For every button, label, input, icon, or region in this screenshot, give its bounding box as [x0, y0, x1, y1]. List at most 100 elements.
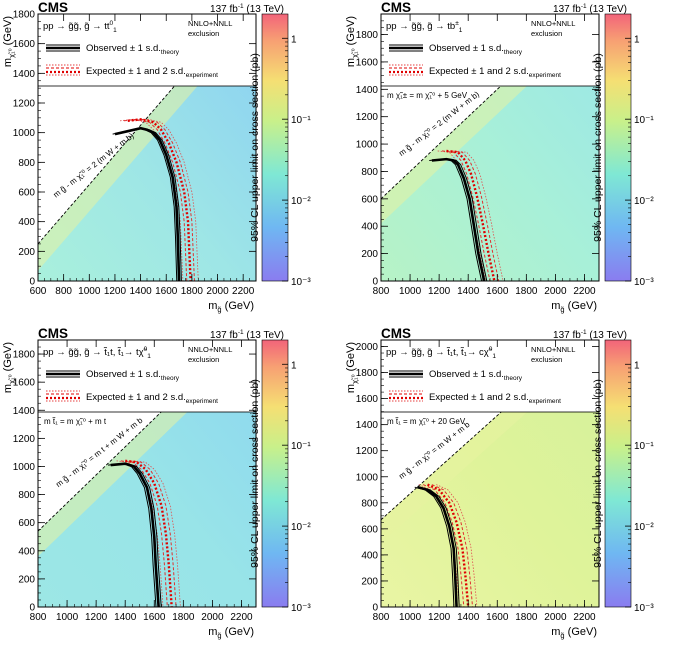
z-tick-label: 10⁻³ — [634, 277, 654, 288]
y-tick-label: 800 — [361, 167, 378, 178]
y-tick-label: 1600 — [13, 378, 36, 389]
y-axis-label: mχ̃₁⁰ (GeV) — [345, 342, 359, 393]
experiment-label: CMS — [381, 326, 411, 341]
extra-mass-label: m t̃₁ = m χ̃₁⁰ + 20 GeV — [387, 417, 466, 426]
x-tick-label: 2200 — [232, 286, 255, 297]
panel-4: pp → g̃g̃, g̃ → t̃₁t, t̃₁→ cχ̃01 NNLO+NNL… — [345, 326, 654, 640]
z-tick-label: 1 — [634, 360, 640, 371]
x-tick-label: 1800 — [515, 612, 538, 623]
x-tick-label: 800 — [373, 286, 390, 297]
y-tick-label: 0 — [29, 277, 35, 288]
y-tick-label: 1400 — [356, 420, 379, 431]
xs-label-2: exclusion — [531, 29, 562, 38]
y-tick-label: 400 — [361, 222, 378, 233]
lumi-label: 137 fb-1 (13 TeV) — [210, 329, 284, 341]
y-tick-label: 0 — [372, 603, 378, 614]
expected-band-line-2 — [135, 118, 199, 281]
y-tick-label: 2000 — [356, 342, 379, 353]
expected-band-line-4 — [431, 484, 474, 607]
y-tick-label: 1200 — [356, 112, 379, 123]
observed-minus-line — [414, 486, 455, 607]
z-tick-label: 10⁻³ — [291, 277, 311, 288]
x-tick-label: 1600 — [486, 612, 509, 623]
process-label: pp → g̃g̃, g̃ → tt01 — [43, 20, 117, 34]
z-axis-label: 95% CL upper limit on cross section (pb) — [592, 53, 604, 242]
y-tick-label: 1000 — [13, 462, 36, 473]
x-tick-label: 1600 — [486, 286, 509, 297]
x-tick-label: 2200 — [573, 612, 596, 623]
x-tick-label: 800 — [55, 286, 72, 297]
expected-band-line-2 — [455, 150, 504, 281]
x-tick-label: 1400 — [114, 612, 137, 623]
xs-label-2: exclusion — [531, 355, 562, 364]
expected-limit-line — [125, 459, 173, 607]
expected-band-line-3 — [123, 118, 188, 281]
y-tick-label: 1400 — [13, 406, 36, 417]
z-tick-label: 10⁻¹ — [634, 115, 654, 126]
y-tick-label: 400 — [18, 217, 35, 228]
y-tick-label: 800 — [18, 490, 35, 501]
y-tick-label: 800 — [18, 158, 35, 169]
y-tick-label: 1000 — [356, 140, 379, 151]
expected-band-line-3 — [422, 484, 465, 607]
legend-expected-label: Expected ± 1 and 2 s.d.experiment — [86, 392, 218, 405]
expected-limit-line — [427, 483, 470, 607]
expected-band-line-2 — [133, 460, 181, 607]
expected-limit-line — [446, 149, 496, 281]
x-tick-label: 1000 — [78, 286, 101, 297]
xs-label-1: NNLO+NNLL — [531, 19, 575, 28]
x-tick-label: 1600 — [155, 286, 178, 297]
x-tick-label: 2000 — [201, 612, 224, 623]
xs-label-2: exclusion — [188, 355, 219, 364]
extra-mass-label: m t̃₁ = m χ̃₁⁰ + m t — [44, 417, 107, 426]
y-tick-label: 1400 — [356, 85, 379, 96]
extra-mass-label: m χ̃₁± = m χ̃₁⁰ + 5 GeV — [387, 91, 468, 100]
x-tick-label: 1200 — [85, 612, 108, 623]
expected-band-line-2 — [436, 484, 478, 607]
xs-label-1: NNLO+NNLL — [531, 345, 575, 354]
xs-label-2: exclusion — [188, 29, 219, 38]
xs-label-1: NNLO+NNLL — [188, 19, 232, 28]
process-label: pp → g̃g̃, g̃ → t̃₁t, t̃₁→ cχ̃01 — [386, 346, 496, 360]
expected-band-line-1 — [120, 118, 184, 281]
color-bar — [261, 339, 289, 608]
x-tick-label: 2200 — [573, 286, 596, 297]
observed-limit-line — [114, 126, 181, 281]
x-tick-label: 2200 — [230, 612, 253, 623]
experiment-label: CMS — [38, 0, 68, 15]
y-tick-label: 1400 — [13, 69, 36, 80]
x-tick-label: 1800 — [181, 286, 204, 297]
lumi-label: 137 fb-1 (13 TeV) — [210, 3, 284, 15]
lumi-label: 137 fb-1 (13 TeV) — [553, 329, 627, 341]
y-tick-label: 0 — [29, 603, 35, 614]
x-tick-label: 1000 — [399, 286, 422, 297]
y-tick-label: 600 — [18, 188, 35, 199]
observed-limit-line — [431, 157, 486, 281]
y-tick-label: 1600 — [13, 39, 36, 50]
legend-expected-label: Expected ± 1 and 2 s.d.experiment — [86, 66, 218, 79]
y-tick-label: 800 — [361, 498, 378, 509]
x-tick-label: 2000 — [206, 286, 229, 297]
y-tick-label: 200 — [361, 576, 378, 587]
x-axis-label: mg̃ (GeV) — [208, 300, 254, 314]
y-tick-label: 200 — [18, 247, 35, 258]
z-tick-label: 1 — [634, 34, 640, 45]
y-tick-label: 600 — [361, 194, 378, 205]
legend-observed-label: Observed ± 1 s.d.theory — [429, 369, 523, 382]
y-tick-label: 1200 — [356, 446, 379, 457]
y-tick-label: 1600 — [356, 394, 379, 405]
color-bar — [604, 339, 632, 608]
x-tick-label: 1000 — [399, 612, 422, 623]
y-tick-label: 400 — [361, 550, 378, 561]
observed-limit-line — [110, 462, 160, 607]
process-label: pp → g̃g̃, g̃ → t̃₁t, t̃₁→ tχ̃01 — [43, 346, 151, 360]
x-tick-label: 1000 — [56, 612, 79, 623]
panel-3: pp → g̃g̃, g̃ → t̃₁t, t̃₁→ tχ̃01 NNLO+NNL… — [2, 326, 311, 640]
z-tick-label: 10⁻² — [291, 196, 311, 207]
expected-band-line-4 — [129, 460, 177, 607]
x-axis-label: mg̃ (GeV) — [551, 626, 597, 640]
z-tick-label: 10⁻³ — [291, 603, 311, 614]
